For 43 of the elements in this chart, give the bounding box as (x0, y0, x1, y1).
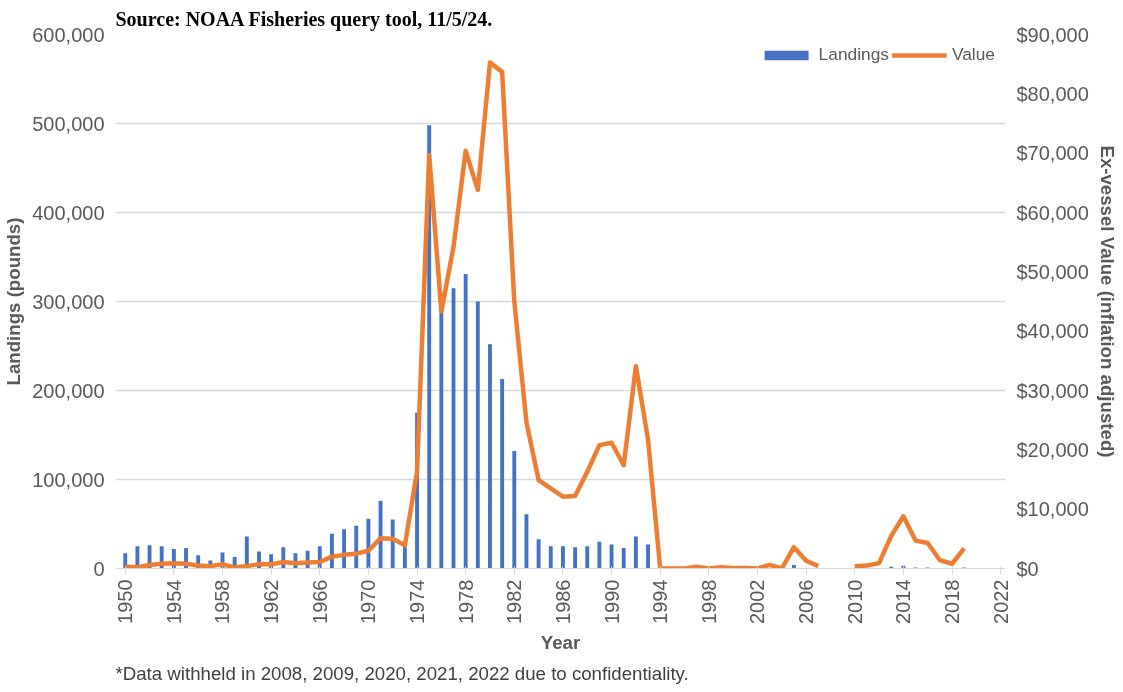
x-tick-label: 1986 (551, 579, 574, 624)
text: *Data withheld in 2008, 2009, 2020, 2021, 2022 due to confidentiality. (115, 662, 689, 684)
y2-tick-label: $50,000 (1016, 260, 1089, 283)
y2-tick-label: $90,000 (1016, 23, 1089, 46)
y2-tick-label: $20,000 (1016, 438, 1089, 461)
y2-tick-label: $0 (1016, 557, 1039, 580)
x-tick-label: 2006 (795, 579, 818, 624)
y2-tick-label: $70,000 (1016, 142, 1089, 165)
y2-tick-label: $30,000 (1016, 379, 1089, 402)
x-tick-label: 1966 (308, 579, 331, 624)
x-tick-label: 1998 (697, 579, 720, 624)
y-tick-label: 300,000 (32, 290, 105, 313)
x-tick-label: 1962 (260, 579, 283, 624)
y-tick-label: 200,000 (32, 379, 105, 402)
y-tick-label: 100,000 (32, 468, 105, 491)
x-tick-label: 1950 (114, 579, 137, 624)
x-tick-label: 1954 (162, 579, 185, 624)
y2-tick-label: $40,000 (1016, 320, 1089, 343)
x-tick-label: 1974 (406, 579, 429, 624)
y2-axis-title: Ex-vessel Value (inflation adjusted) (1096, 145, 1118, 458)
x-tick-label: 1978 (454, 579, 477, 624)
y-tick-label: 0 (93, 557, 105, 580)
legend-label: Landings (818, 44, 889, 65)
y2-tick-label: $60,000 (1016, 201, 1089, 224)
y2-tick-label: $10,000 (1016, 498, 1089, 521)
x-tick-label: 2022 (989, 579, 1012, 624)
y-tick-label: 600,000 (32, 23, 105, 46)
x-tick-label: 1990 (600, 579, 623, 624)
x-tick-label: 2014 (892, 579, 915, 624)
x-tick-label: 1958 (211, 579, 234, 624)
legend-label: Value (951, 44, 995, 65)
x-axis-title: Year (540, 631, 581, 653)
y-axis-title: Landings (pounds) (3, 217, 25, 386)
x-tick-label: 2002 (746, 579, 769, 624)
x-tick-label: 1982 (503, 579, 526, 624)
x-tick-label: 2018 (941, 579, 963, 624)
x-tick-label: 1970 (357, 579, 380, 624)
chart-title: Source: NOAA Fisheries query tool, 11/5/24. (115, 7, 493, 31)
x-tick-label: 2010 (843, 579, 866, 624)
y-tick-label: 500,000 (32, 112, 105, 135)
x-tick-label: 1994 (649, 579, 672, 624)
y2-tick-label: $80,000 (1016, 82, 1089, 105)
y-tick-label: 400,000 (32, 201, 105, 224)
